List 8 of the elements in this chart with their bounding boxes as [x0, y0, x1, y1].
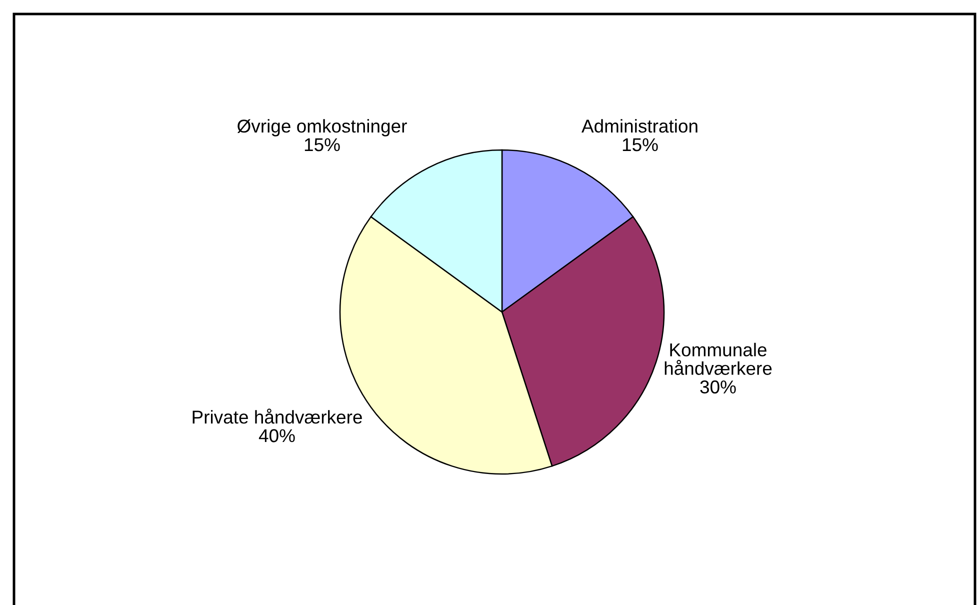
slice-label: Administration [582, 119, 698, 133]
slice-label: Øvrige omkostninger [237, 119, 407, 136]
data-label: 15% [304, 138, 340, 152]
data-label: 15% [622, 138, 658, 152]
data-label: 30% [700, 380, 736, 394]
slice-label: Private håndværkere [192, 408, 362, 424]
data-label: 40% [258, 429, 295, 442]
slice-label: Kommunale håndværkere [664, 342, 772, 375]
